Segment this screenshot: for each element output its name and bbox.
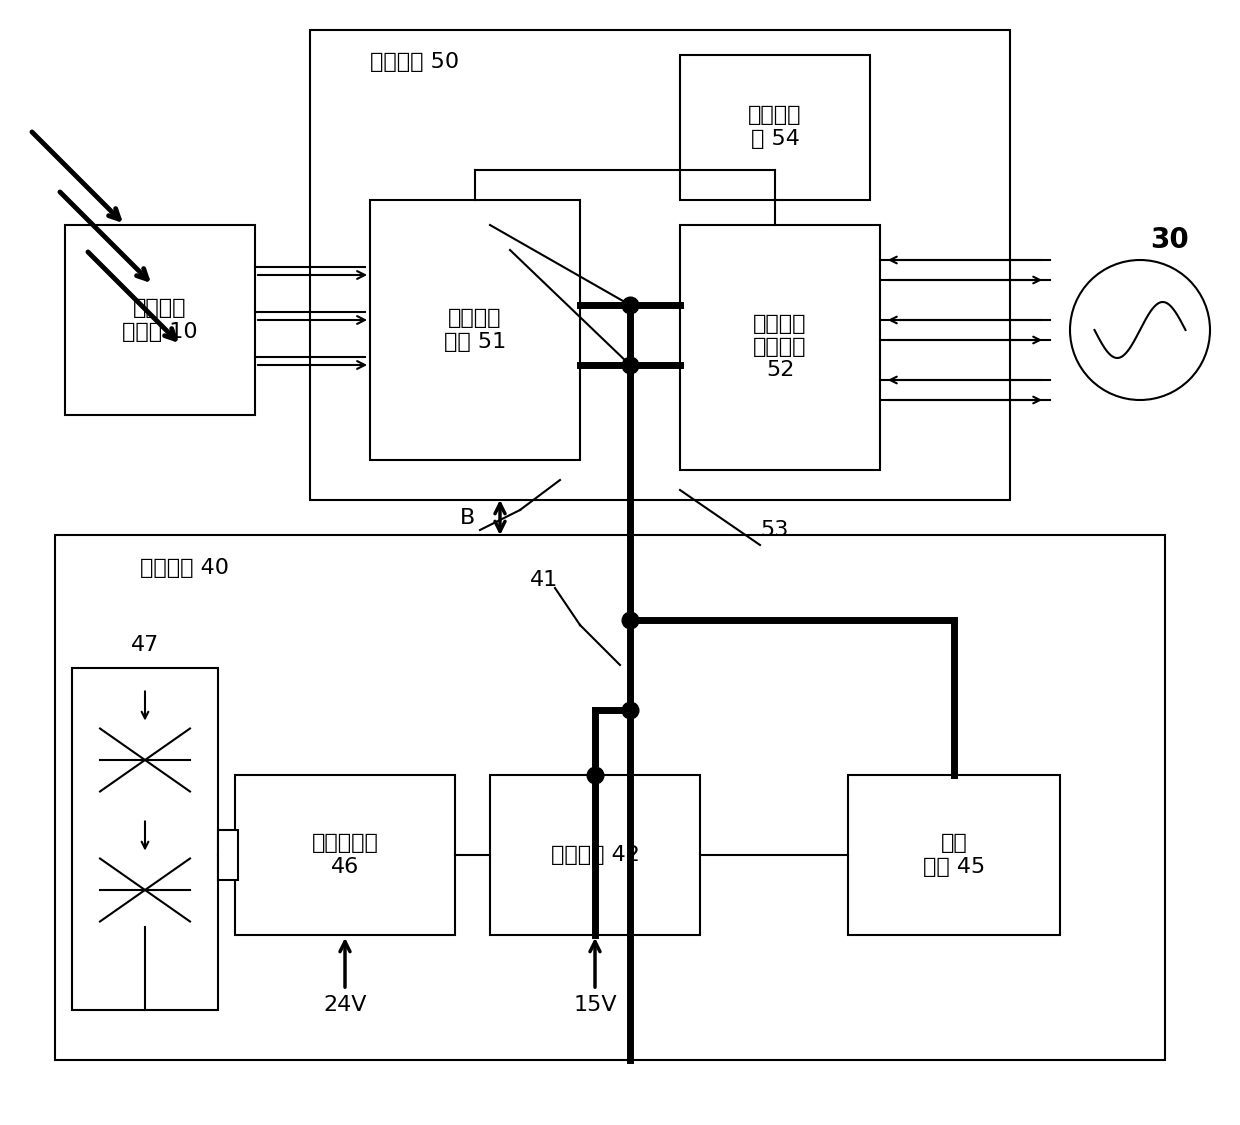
Bar bbox=[218, 830, 238, 880]
Text: 47: 47 bbox=[131, 634, 159, 655]
Bar bbox=[310, 30, 1011, 500]
Text: B: B bbox=[460, 508, 476, 528]
Text: 41: 41 bbox=[529, 570, 558, 590]
Bar bbox=[370, 200, 580, 460]
Text: 24V: 24V bbox=[324, 994, 367, 1015]
Text: 53: 53 bbox=[760, 520, 789, 540]
Text: 第二控制器
46: 第二控制器 46 bbox=[311, 834, 378, 876]
Text: 太阳能电
池阵列 10: 太阳能电 池阵列 10 bbox=[123, 298, 198, 342]
Bar bbox=[72, 668, 218, 1010]
Bar bbox=[236, 775, 455, 935]
Text: 第一控制
器 54: 第一控制 器 54 bbox=[748, 106, 802, 148]
Text: 15V: 15V bbox=[573, 994, 616, 1015]
Text: 整流逆变
并网模块
52: 整流逆变 并网模块 52 bbox=[753, 314, 807, 380]
Text: 变流单元 50: 变流单元 50 bbox=[370, 52, 459, 72]
Bar bbox=[55, 536, 1166, 1060]
Bar bbox=[680, 225, 880, 470]
Text: 电压调节
模块 51: 电压调节 模块 51 bbox=[444, 308, 506, 352]
Bar bbox=[680, 55, 870, 200]
Bar bbox=[848, 775, 1060, 935]
Text: 逆变模块 42: 逆变模块 42 bbox=[551, 845, 640, 865]
Bar bbox=[64, 225, 255, 415]
Text: 空调机组 40: 空调机组 40 bbox=[140, 558, 229, 578]
Text: 30: 30 bbox=[1151, 226, 1189, 254]
Bar bbox=[490, 775, 701, 935]
Text: 开关
电源 45: 开关 电源 45 bbox=[923, 834, 985, 876]
